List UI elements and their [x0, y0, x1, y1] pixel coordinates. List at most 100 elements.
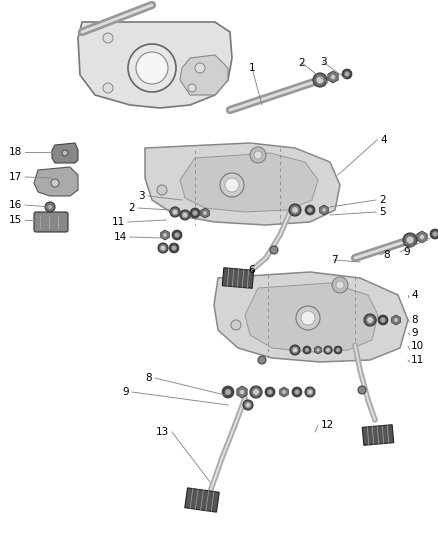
Text: 10: 10 [410, 341, 423, 351]
Circle shape [290, 345, 299, 355]
Circle shape [335, 348, 339, 352]
Circle shape [47, 205, 53, 209]
Circle shape [172, 209, 177, 215]
Polygon shape [416, 231, 426, 243]
Circle shape [431, 231, 437, 237]
Polygon shape [319, 205, 328, 215]
Circle shape [269, 246, 277, 254]
Circle shape [225, 389, 230, 395]
Text: 2: 2 [378, 195, 385, 205]
Circle shape [331, 277, 347, 293]
Circle shape [45, 202, 55, 212]
Circle shape [157, 185, 166, 195]
Circle shape [333, 346, 341, 354]
Circle shape [304, 387, 314, 397]
Text: 11: 11 [410, 355, 423, 365]
Circle shape [245, 403, 249, 407]
Circle shape [312, 73, 326, 87]
Circle shape [402, 233, 416, 247]
Circle shape [254, 151, 261, 159]
Text: 7: 7 [330, 255, 336, 265]
Circle shape [169, 243, 179, 253]
Circle shape [325, 348, 329, 352]
Circle shape [180, 210, 190, 220]
Text: 5: 5 [378, 207, 385, 217]
Circle shape [158, 243, 168, 253]
Circle shape [294, 390, 299, 394]
Text: 8: 8 [145, 373, 152, 383]
Polygon shape [180, 55, 227, 95]
Circle shape [136, 52, 168, 84]
Circle shape [174, 232, 179, 238]
Circle shape [222, 386, 233, 398]
Text: 1: 1 [248, 63, 255, 73]
Circle shape [335, 281, 343, 289]
Circle shape [252, 389, 259, 395]
Text: 6: 6 [248, 265, 255, 275]
Text: 16: 16 [9, 200, 22, 210]
Text: 3: 3 [319, 57, 325, 67]
Polygon shape [361, 425, 393, 445]
Polygon shape [236, 386, 247, 398]
Circle shape [194, 63, 205, 73]
Polygon shape [314, 346, 321, 354]
Circle shape [192, 211, 197, 215]
Text: 13: 13 [155, 427, 169, 437]
Circle shape [103, 33, 113, 43]
Circle shape [307, 207, 312, 213]
Circle shape [249, 386, 261, 398]
Circle shape [316, 349, 319, 352]
Circle shape [170, 207, 180, 217]
Circle shape [62, 150, 68, 156]
Circle shape [187, 84, 195, 92]
Circle shape [357, 386, 365, 394]
Circle shape [315, 76, 323, 84]
Circle shape [51, 179, 59, 187]
Circle shape [243, 400, 252, 410]
Circle shape [321, 208, 325, 212]
Circle shape [172, 230, 182, 240]
Polygon shape [180, 153, 317, 212]
Polygon shape [327, 71, 337, 83]
Circle shape [363, 314, 375, 326]
Circle shape [190, 208, 200, 218]
Circle shape [307, 389, 312, 395]
Circle shape [288, 204, 300, 216]
Polygon shape [391, 315, 399, 325]
Circle shape [292, 348, 297, 353]
Polygon shape [52, 143, 78, 163]
Text: 12: 12 [320, 420, 333, 430]
Circle shape [295, 306, 319, 330]
Circle shape [304, 348, 308, 352]
Circle shape [304, 205, 314, 215]
Circle shape [245, 402, 250, 408]
Circle shape [171, 246, 176, 251]
Text: 9: 9 [410, 328, 417, 338]
Circle shape [265, 387, 274, 397]
Circle shape [344, 71, 349, 77]
Circle shape [291, 207, 297, 213]
Text: 9: 9 [402, 247, 409, 257]
Text: 9: 9 [122, 387, 129, 397]
Circle shape [182, 212, 187, 218]
Polygon shape [34, 167, 78, 196]
Circle shape [291, 387, 301, 397]
Text: 4: 4 [379, 135, 386, 145]
FancyBboxPatch shape [34, 212, 68, 232]
Circle shape [330, 75, 335, 79]
Text: 4: 4 [410, 290, 417, 300]
Polygon shape [78, 22, 231, 108]
Circle shape [341, 69, 351, 79]
Text: 8: 8 [382, 250, 389, 260]
Circle shape [258, 356, 265, 364]
Circle shape [103, 83, 113, 93]
Circle shape [267, 390, 272, 394]
Circle shape [300, 311, 314, 325]
Text: 2: 2 [298, 58, 304, 68]
Circle shape [281, 390, 285, 394]
Circle shape [202, 211, 207, 215]
Circle shape [128, 44, 176, 92]
Circle shape [162, 233, 166, 237]
Polygon shape [213, 272, 407, 362]
Circle shape [230, 320, 240, 330]
